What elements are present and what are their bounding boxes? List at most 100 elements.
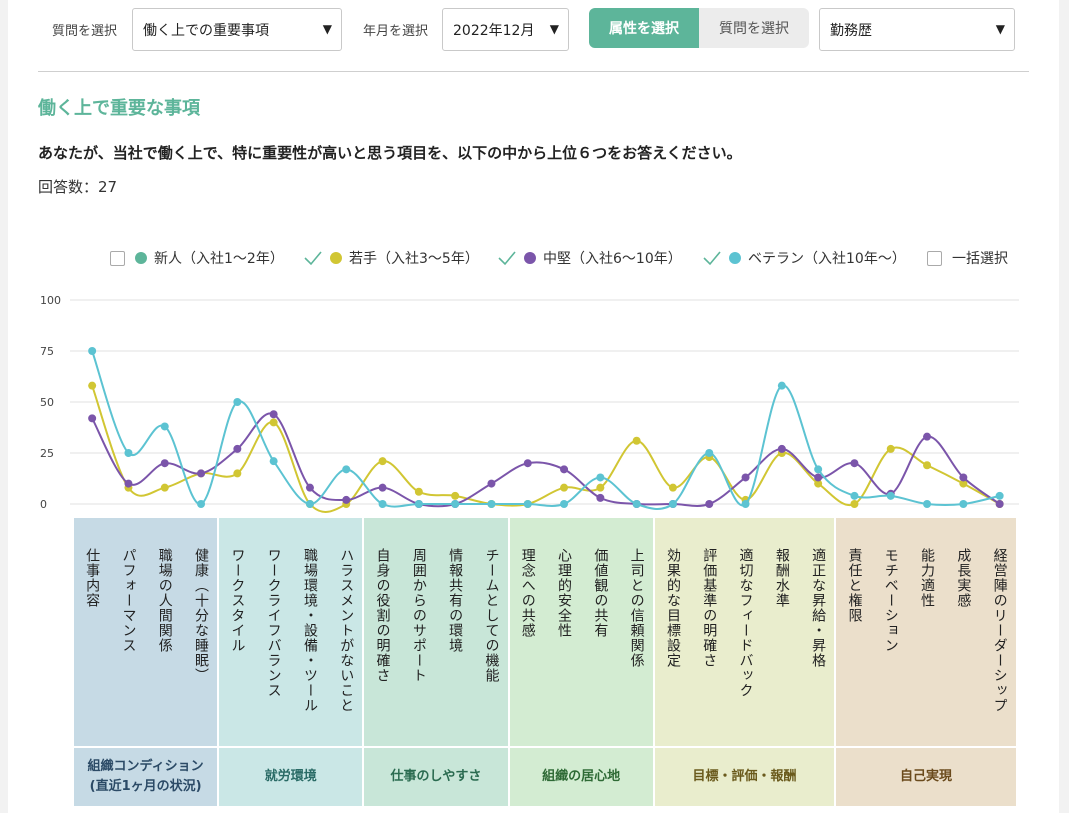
toggle-question-button[interactable]: 質問を選択 — [699, 8, 809, 48]
chevron-down-icon: ▼ — [995, 22, 1005, 36]
category-label: 適切なフィードバック — [737, 548, 754, 698]
data-point — [814, 473, 823, 482]
data-point — [632, 436, 641, 445]
data-point — [124, 449, 133, 457]
legend-checkbox[interactable] — [110, 250, 125, 266]
data-point — [88, 414, 97, 423]
data-point — [886, 491, 895, 500]
legend-label: 若手（入社3〜5年） — [349, 251, 479, 267]
data-point — [923, 432, 932, 441]
category-label: 効果的な目標設定 — [664, 548, 681, 668]
question-select[interactable]: 働く上での重要事項 ▼ — [132, 8, 342, 51]
data-point — [668, 500, 677, 508]
y-tick-label: 25 — [40, 447, 54, 460]
data-point — [378, 457, 387, 466]
data-point — [451, 491, 460, 500]
category-group-column — [219, 518, 363, 746]
data-point — [560, 500, 569, 508]
select-all-checkbox[interactable] — [927, 250, 942, 266]
y-tick-label: 75 — [40, 345, 54, 358]
legend-item-midlevel[interactable]: 中堅（入社6〜10年） — [498, 248, 682, 268]
category-group-column — [364, 518, 508, 746]
legend-item-junior[interactable]: 若手（入社3〜5年） — [304, 248, 479, 268]
data-point — [923, 461, 932, 470]
category-group-label: 自己実現 — [836, 746, 1016, 806]
category-group-column — [836, 518, 1016, 746]
check-icon[interactable] — [703, 250, 721, 266]
data-point — [305, 500, 314, 508]
legend-label: 新人（入社1〜2年） — [154, 251, 284, 267]
data-point — [850, 459, 859, 468]
attribute-select[interactable]: 勤務歴 ▼ — [819, 8, 1015, 51]
category-group-column — [654, 518, 835, 746]
series-line — [91, 350, 1000, 510]
data-point — [560, 465, 569, 474]
question-text: あなたが、当社で働く上で、特に重要性が高いと思う項目を、以下の中から上位６つをお… — [38, 144, 742, 162]
y-tick-label: 100 — [40, 294, 61, 307]
data-point — [959, 473, 968, 482]
data-point — [197, 500, 206, 508]
data-point — [596, 493, 605, 502]
category-label: 責任と権限 — [846, 548, 863, 623]
legend-label: 中堅（入社6〜10年） — [543, 251, 682, 267]
category-label: 職場の人間関係 — [156, 548, 173, 653]
category-group-label: 組織の居心地 — [509, 746, 653, 806]
category-label: 評価基準の明確さ — [701, 548, 718, 668]
data-point — [88, 347, 97, 355]
y-tick-label: 50 — [40, 396, 54, 409]
legend-item-veteran[interactable]: ベテラン（入社10年〜） — [703, 248, 906, 268]
data-point — [124, 479, 133, 488]
data-point — [160, 483, 169, 492]
chevron-down-icon: ▼ — [549, 22, 559, 36]
data-point — [269, 410, 278, 419]
data-point — [523, 459, 532, 468]
data-point — [269, 457, 278, 466]
data-point — [233, 469, 242, 478]
series-line — [91, 385, 1001, 513]
data-point — [850, 491, 859, 500]
category-label: パフォーマンス — [120, 548, 137, 653]
month-select-label: 年月を選択 — [363, 24, 429, 39]
legend-label: ベテラン（入社10年〜） — [748, 251, 906, 267]
data-point — [596, 483, 605, 492]
data-point — [560, 483, 569, 492]
legend-dot — [135, 252, 147, 264]
question-select-value: 働く上での重要事項 — [143, 22, 269, 39]
data-point — [160, 422, 169, 431]
check-icon[interactable] — [498, 250, 516, 266]
data-point — [378, 500, 387, 508]
category-label: 価値観の共有 — [592, 548, 609, 638]
data-point — [414, 487, 423, 496]
select-all-label: 一括選択 — [952, 251, 1008, 267]
data-point — [342, 465, 351, 474]
legend-dot — [729, 252, 741, 264]
toggle-attribute-button[interactable]: 属性を選択 — [589, 8, 699, 48]
data-point — [668, 483, 677, 492]
legend-select-all[interactable]: 一括選択 — [927, 248, 1008, 268]
category-label: 経営陣のリーダーシップ — [991, 548, 1008, 713]
chart-legend: 新人（入社1〜2年） 若手（入社3〜5年） 中堅（入社6〜10年） ベテラン（入… — [100, 248, 1030, 268]
legend-dot — [524, 252, 536, 264]
data-point — [741, 500, 750, 508]
data-point — [88, 381, 97, 390]
attribute-select-value: 勤務歴 — [830, 22, 872, 39]
month-select[interactable]: 2022年12月 ▼ — [442, 8, 569, 51]
category-label: 周囲からのサポート — [410, 548, 427, 683]
data-point — [414, 500, 423, 508]
data-point — [995, 500, 1004, 508]
category-label: 職場環境・設備・ツール — [301, 548, 318, 713]
category-label: 適正な昇給・昇格 — [810, 548, 827, 668]
check-icon[interactable] — [304, 250, 322, 266]
data-point — [923, 500, 932, 508]
data-point — [596, 473, 605, 482]
data-point — [741, 473, 750, 482]
data-point — [451, 500, 460, 508]
category-label: ハラスメントがないこと — [338, 548, 355, 713]
category-label: 心理的安全性 — [556, 548, 573, 638]
category-label: 自身の役割の明確さ — [374, 548, 391, 683]
category-label: 健康（十分な睡眠） — [193, 548, 210, 683]
category-label: 情報共有の環境 — [447, 548, 464, 653]
legend-item-newcomer[interactable]: 新人（入社1〜2年） — [110, 248, 284, 268]
response-count: 回答数：27 — [38, 178, 118, 196]
